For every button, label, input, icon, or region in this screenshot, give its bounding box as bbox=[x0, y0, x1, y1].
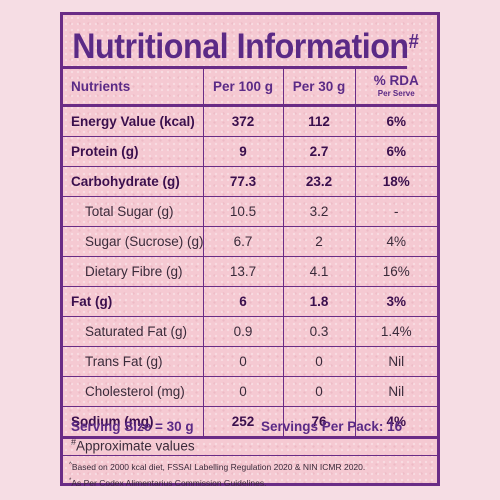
header-rda: % RDA Per Serve bbox=[355, 69, 437, 107]
row-per30: 2.7 bbox=[283, 136, 356, 167]
table-row: Fat (g) 6 1.8 3% bbox=[63, 286, 437, 317]
row-rda: 6% bbox=[355, 136, 437, 167]
header-nutrients: Nutrients bbox=[63, 69, 204, 107]
footnote-2-text: As Per Codex Alimentarius Commission Gui… bbox=[71, 477, 267, 488]
row-name: Dietary Fibre (g) bbox=[63, 256, 204, 287]
header-per100: Per 100 g bbox=[203, 69, 284, 107]
table-row: Protein (g) 9 2.7 6% bbox=[63, 136, 437, 167]
row-per30: 0.3 bbox=[283, 316, 356, 347]
table-row: Dietary Fibre (g) 13.7 4.1 16% bbox=[63, 256, 437, 287]
row-per30: 23.2 bbox=[283, 166, 356, 197]
row-per100: 0.9 bbox=[203, 316, 284, 347]
row-name: Cholesterol (mg) bbox=[63, 376, 204, 407]
row-rda: 1.4% bbox=[355, 316, 437, 347]
footnote-1-mark: ^ bbox=[69, 462, 72, 468]
footnote-2: *As Per Codex Alimentarius Commission Gu… bbox=[69, 474, 437, 490]
footnote-1-text: Based on 2000 kcal diet, FSSAI Labelling… bbox=[71, 461, 366, 472]
row-per100: 6.7 bbox=[203, 226, 284, 257]
servings-per-pack: Servings Per Pack: 16 bbox=[261, 419, 403, 434]
row-per100: 0 bbox=[203, 376, 284, 407]
row-per100: 0 bbox=[203, 346, 284, 377]
row-per30: 0 bbox=[283, 346, 356, 377]
title-mark: # bbox=[408, 31, 419, 53]
header-rda-sub: Per Serve bbox=[377, 88, 415, 98]
row-rda: Nil bbox=[355, 346, 437, 377]
row-per100: 10.5 bbox=[203, 196, 284, 227]
header-rda-label: % RDA bbox=[373, 72, 419, 88]
row-per30: 0 bbox=[283, 376, 356, 407]
row-name: Sugar (Sucrose) (g) bbox=[63, 226, 204, 257]
table-row: Sodium (mg) 252 76 4% bbox=[63, 406, 437, 439]
row-name: Energy Value (kcal) bbox=[63, 105, 204, 137]
table-row: Trans Fat (g) 0 0 Nil bbox=[63, 346, 437, 377]
row-per30: 4.1 bbox=[283, 256, 356, 287]
row-name: Fat (g) bbox=[63, 286, 204, 317]
row-rda: - bbox=[355, 196, 437, 227]
serving-size: Serving Size = 30 g bbox=[71, 419, 194, 434]
row-rda: 18% bbox=[355, 166, 437, 197]
row-per30: 3.2 bbox=[283, 196, 356, 227]
table-row: Carbohydrate (g) 77.3 23.2 18% bbox=[63, 166, 437, 197]
row-name: Protein (g) bbox=[63, 136, 204, 167]
approx-text: Approximate values bbox=[76, 438, 195, 454]
footnotes: ^Based on 2000 kcal diet, FSSAI Labellin… bbox=[63, 455, 437, 488]
approx-note: #Approximate values bbox=[71, 437, 445, 454]
row-per30: 112 bbox=[283, 105, 356, 137]
footnote-1: ^Based on 2000 kcal diet, FSSAI Labellin… bbox=[69, 458, 437, 474]
row-name: Carbohydrate (g) bbox=[63, 166, 204, 197]
nutrition-table: Nutrients Per 100 g Per 30 g % RDA Per Se… bbox=[63, 69, 437, 439]
row-per100: 77.3 bbox=[203, 166, 284, 197]
row-per30: 76 bbox=[283, 406, 356, 439]
row-name: Sodium (mg) bbox=[63, 406, 204, 439]
table-row: Total Sugar (g) 10.5 3.2 - bbox=[63, 196, 437, 227]
row-per30: 2 bbox=[283, 226, 356, 257]
row-rda: 3% bbox=[355, 286, 437, 317]
footnote-2-mark: * bbox=[69, 477, 72, 484]
row-per100: 13.7 bbox=[203, 256, 284, 287]
row-name: Trans Fat (g) bbox=[63, 346, 204, 377]
row-name: Total Sugar (g) bbox=[63, 196, 204, 227]
table-row: Sugar (Sucrose) (g) 6.7 2 4% bbox=[63, 226, 437, 257]
row-rda: 4% bbox=[355, 226, 437, 257]
row-per100: 9 bbox=[203, 136, 284, 167]
row-rda: Nil bbox=[355, 376, 437, 407]
header-per30: Per 30 g bbox=[283, 69, 356, 107]
row-per100: 372 bbox=[203, 105, 284, 137]
row-per30: 1.8 bbox=[283, 286, 356, 317]
row-rda: 16% bbox=[355, 256, 437, 287]
row-rda: 6% bbox=[355, 105, 437, 137]
nutrition-panel: Nutritional Information# Nutrients Per 1… bbox=[60, 12, 440, 488]
row-per100: 6 bbox=[203, 286, 284, 317]
table-row: Saturated Fat (g) 0.9 0.3 1.4% bbox=[63, 316, 437, 347]
row-per100: 252 bbox=[203, 406, 284, 439]
panel-title: Nutritional Information# bbox=[63, 15, 419, 69]
row-name: Saturated Fat (g) bbox=[63, 316, 204, 347]
approx-mark: # bbox=[71, 437, 77, 447]
table-header-row: Nutrients Per 100 g Per 30 g % RDA Per Se… bbox=[63, 69, 437, 107]
row-rda: 4% bbox=[355, 406, 437, 439]
table-row: Cholesterol (mg) 0 0 Nil bbox=[63, 376, 437, 407]
title-text: Nutritional Information bbox=[72, 27, 409, 66]
table-row: Energy Value (kcal) 372 112 6% bbox=[63, 105, 437, 137]
